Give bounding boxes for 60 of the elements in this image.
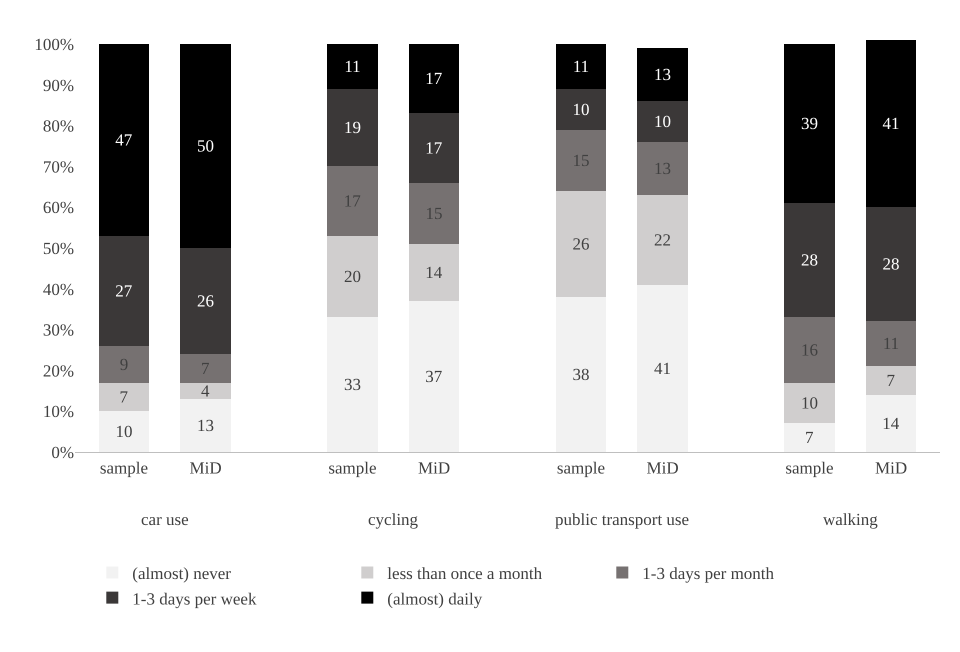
data-label: 28	[882, 254, 900, 274]
data-label: 17	[425, 138, 443, 158]
data-label: 39	[801, 114, 818, 133]
y-tick-label: 60%	[42, 198, 74, 218]
data-label: 26	[572, 234, 590, 254]
text: car use	[141, 510, 189, 529]
data-label: 7	[805, 428, 814, 447]
data-label: 20	[344, 267, 361, 286]
text: cycling	[368, 510, 419, 529]
data-label: 41	[882, 114, 900, 133]
data-label: 17	[425, 69, 443, 88]
x-tick-label: MiD	[190, 458, 222, 478]
legend-label: (almost) daily	[387, 589, 483, 608]
data-label: 19	[344, 118, 361, 137]
data-label: 10	[116, 422, 132, 441]
data-label: 14	[425, 263, 443, 282]
data-label: 22	[654, 230, 671, 250]
text: public transport use	[555, 510, 690, 529]
legend-label: (almost) never	[132, 564, 232, 584]
y-tick-label: 0%	[51, 442, 74, 462]
y-tick-label: 20%	[42, 361, 74, 380]
x-tick-label: sample	[100, 458, 148, 478]
data-label: 7	[120, 388, 128, 406]
y-tick-label: 10%	[42, 402, 74, 422]
y-tick-label: 40%	[42, 280, 74, 299]
y-tick-label: 80%	[42, 116, 74, 136]
legend-label: 1-3 days per week	[132, 589, 257, 608]
data-label: 13	[197, 416, 214, 435]
data-label: 41	[654, 359, 671, 378]
data-label: 38	[572, 365, 590, 384]
x-tick-label: sample	[328, 458, 377, 478]
x-tick-label: MiD	[418, 458, 450, 478]
data-label: 28	[801, 250, 818, 270]
data-label: 50	[197, 136, 214, 156]
x-tick-label: MiD	[874, 458, 908, 478]
x-tick-label: sample	[785, 458, 834, 478]
y-tick-label: 30%	[42, 320, 74, 340]
data-label: 37	[425, 367, 443, 386]
y-tick-label: 100%	[34, 35, 74, 54]
data-label: 27	[115, 282, 133, 300]
legend-label: less than once a month	[387, 564, 543, 584]
data-label: 14	[882, 414, 900, 433]
data-label: 7	[886, 371, 896, 390]
data-label: 10	[572, 100, 590, 119]
data-label: 47	[115, 130, 133, 150]
x-tick-label: sample	[556, 458, 606, 478]
data-label: 11	[344, 57, 361, 76]
y-tick-label: 50%	[42, 238, 74, 258]
x-tick-label: MiD	[646, 458, 679, 478]
text: walking	[823, 510, 878, 529]
y-tick-label: 70%	[42, 157, 74, 176]
y-tick-label: 90%	[42, 76, 74, 95]
data-label: 13	[654, 65, 671, 84]
data-label: 10	[801, 394, 818, 412]
data-label: 10	[654, 112, 671, 131]
data-label: 26	[197, 292, 214, 310]
legend-label: 1-3 days per month	[642, 564, 775, 584]
data-label: 33	[344, 375, 361, 394]
data-label: 4	[201, 382, 210, 400]
data-label: 11	[572, 57, 590, 76]
